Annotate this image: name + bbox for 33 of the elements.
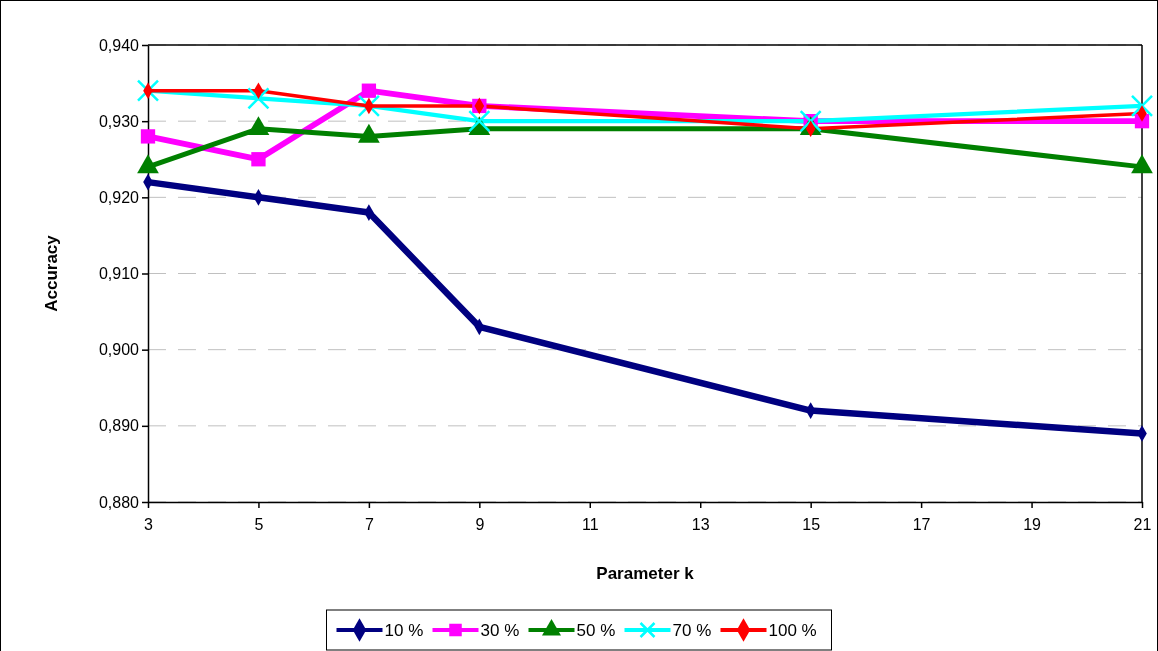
x-tick-label: 9 [475, 516, 485, 534]
legend-label: 30 % [480, 621, 520, 640]
y-tick-label: 0,920 [98, 188, 140, 206]
y-tick-label: 0,910 [98, 265, 140, 283]
x-tick-label: 21 [1133, 516, 1152, 534]
point [136, 79, 160, 102]
x-tick-label: 13 [691, 516, 710, 534]
y-tick-label: 0,930 [98, 112, 140, 130]
point [468, 109, 491, 133]
legend-label: 70 % [672, 621, 712, 640]
x-tick-label: 5 [254, 516, 264, 534]
y-axis-title: Accuracy [42, 234, 61, 312]
legend-label: 10 % [384, 621, 424, 640]
point [251, 152, 266, 167]
y-tick-label: 0,900 [98, 341, 140, 359]
x-axis-title: Parameter k [596, 564, 695, 583]
point [1130, 94, 1154, 118]
x-tick-label: 3 [144, 516, 154, 534]
point [357, 94, 381, 118]
point [799, 109, 822, 133]
y-tick-label: 0,940 [98, 36, 140, 54]
y-tick-label: 0,880 [98, 493, 140, 511]
legend-label: 100 % [768, 621, 817, 640]
x-tick-label: 19 [1023, 516, 1042, 534]
x-tick-label: 7 [364, 516, 374, 534]
legend-label: 50 % [576, 621, 616, 640]
x-tick-label: 11 [581, 516, 599, 534]
point [247, 87, 270, 110]
x-tick-label: 17 [912, 516, 931, 534]
x-tick-label: 15 [802, 516, 821, 534]
point [140, 129, 156, 144]
point [361, 83, 377, 98]
y-tick-label: 0,890 [98, 417, 140, 435]
